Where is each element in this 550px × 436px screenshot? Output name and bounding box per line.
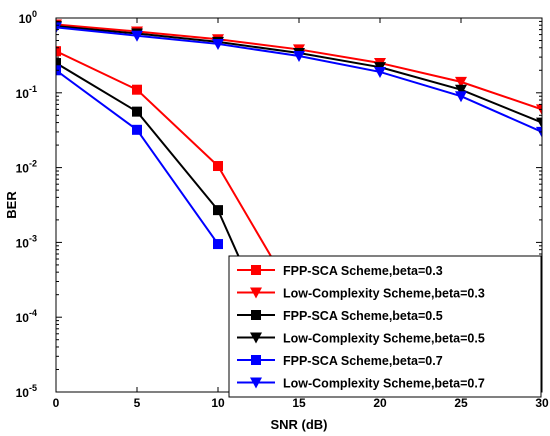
y-axis-label: BER <box>4 191 19 219</box>
data-point <box>212 38 224 50</box>
y-tick-label: 10-1 <box>16 84 37 101</box>
x-tick-label: 25 <box>454 396 468 410</box>
data-point <box>132 124 142 135</box>
y-tick-label: 10-2 <box>16 159 37 176</box>
series-line <box>56 69 219 245</box>
y-tick-label: 10-3 <box>16 233 37 250</box>
data-point <box>455 91 467 103</box>
data-point <box>250 287 262 299</box>
y-axis: 100 10-1 10-2 10-3 10-4 10-5 <box>16 9 542 400</box>
legend-item: Low-Complexity Scheme,beta=0.7 <box>237 377 485 391</box>
legend-item: Low-Complexity Scheme,beta=0.3 <box>237 287 485 301</box>
x-tick-label: 20 <box>373 396 387 410</box>
y-tick-label: 10-4 <box>16 308 37 325</box>
data-point <box>213 205 223 216</box>
series <box>56 21 542 129</box>
legend-label: Low-Complexity Scheme,beta=0.7 <box>283 377 485 391</box>
legend-label: FPP-SCA Scheme,beta=0.7 <box>283 354 443 368</box>
data-point <box>455 84 467 96</box>
legend-label: Low-Complexity Scheme,beta=0.5 <box>283 332 485 346</box>
x-tick-label: 5 <box>134 396 141 410</box>
x-tick-label: 15 <box>292 396 306 410</box>
legend-label: FPP-SCA Scheme,beta=0.3 <box>283 264 443 278</box>
data-point <box>250 332 262 344</box>
data-point <box>455 76 467 88</box>
series-line <box>56 23 542 111</box>
data-point <box>132 84 142 95</box>
data-point <box>251 310 261 320</box>
data-point <box>293 51 305 63</box>
data-point <box>251 355 261 365</box>
data-point <box>213 161 223 172</box>
series-layer <box>56 19 542 392</box>
legend-item: Low-Complexity Scheme,beta=0.5 <box>237 332 485 346</box>
series-line <box>56 26 542 133</box>
x-tick-label: 10 <box>211 396 225 410</box>
data-point <box>131 30 143 42</box>
data-point <box>374 66 386 78</box>
legend-item: FPP-SCA Scheme,beta=0.7 <box>237 354 443 368</box>
series-line <box>56 50 300 305</box>
x-tick-label: 30 <box>535 396 549 410</box>
legend-label: Low-Complexity Scheme,beta=0.3 <box>283 287 485 301</box>
x-axis: 0 5 10 15 20 25 30 <box>53 18 549 410</box>
data-point <box>132 106 142 117</box>
legend: FPP-SCA Scheme,beta=0.3 Low-Complexity Sc… <box>228 255 542 398</box>
data-point <box>536 117 542 129</box>
legend-item: FPP-SCA Scheme,beta=0.5 <box>237 309 443 323</box>
data-point <box>56 58 61 69</box>
y-tick-label: 10-5 <box>16 383 37 400</box>
y-tick-label: 100 <box>19 9 37 26</box>
data-point <box>213 239 223 250</box>
data-point <box>251 265 261 275</box>
legend-item: FPP-SCA Scheme,beta=0.3 <box>237 264 443 278</box>
series-line <box>56 25 542 124</box>
x-axis-label: SNR (dB) <box>270 417 327 432</box>
data-point <box>56 46 61 57</box>
data-point <box>250 377 262 389</box>
x-tick-label: 0 <box>53 396 60 410</box>
legend-label: FPP-SCA Scheme,beta=0.5 <box>283 309 443 323</box>
series <box>56 22 542 138</box>
legend-box <box>228 255 542 398</box>
